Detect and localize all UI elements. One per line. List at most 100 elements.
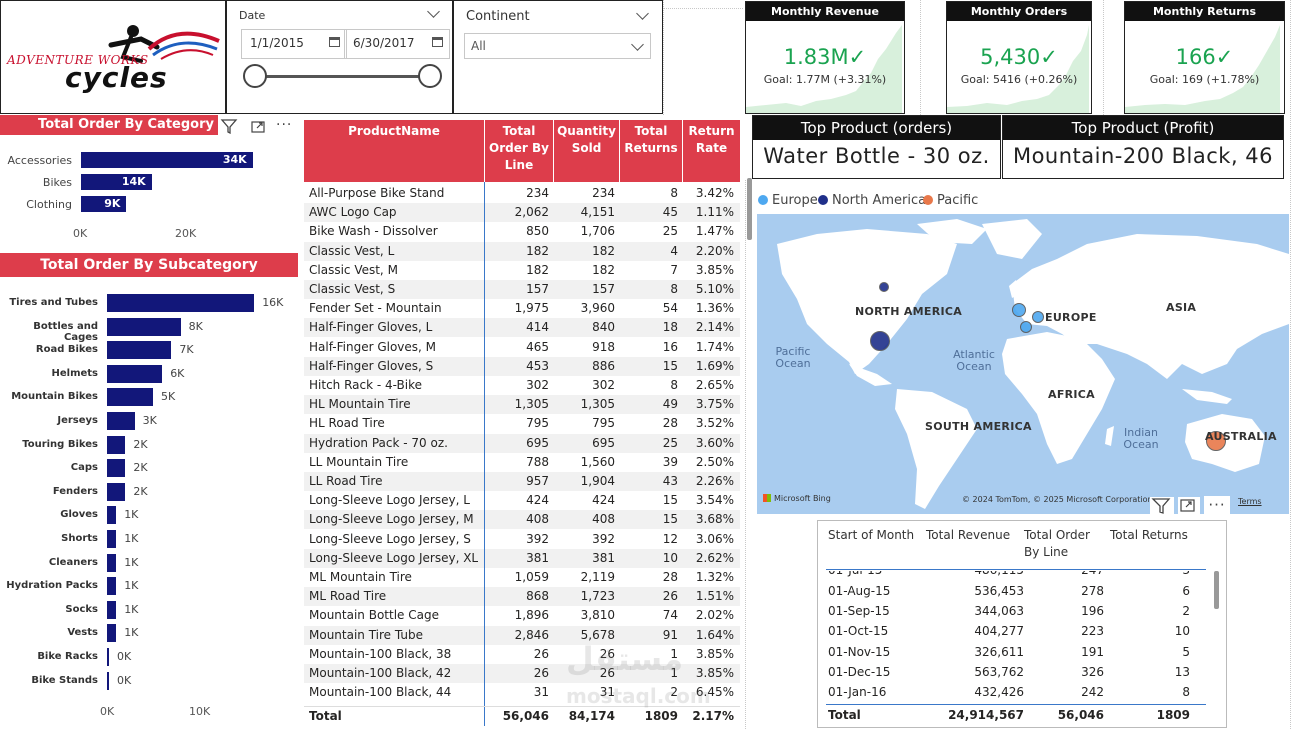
map-terms-link[interactable]: Terms (1238, 497, 1262, 506)
table-row[interactable]: Half-Finger Gloves, L 414 840 18 2.14% (304, 318, 740, 338)
table-scrollbar[interactable] (1214, 571, 1219, 609)
table-row[interactable]: Classic Vest, S 157 157 8 5.10% (304, 280, 740, 299)
more-options-icon[interactable]: ··· (1204, 496, 1230, 516)
cyclist-logo-icon (108, 25, 220, 63)
range-slider-end-handle[interactable] (418, 64, 442, 88)
table-row[interactable]: Classic Vest, L 182 182 4 2.20% (304, 241, 740, 261)
table-row[interactable]: Fender Set - Mountain 1,975 3,960 54 1.36% (304, 299, 740, 318)
table-row[interactable]: 01-Sep-15 344,063 196 2 (826, 601, 1216, 621)
map-bubble-europe[interactable] (1020, 321, 1032, 333)
table-row[interactable]: 01-Nov-15 326,611 191 5 (826, 642, 1216, 662)
column-header-total-returns[interactable]: Total Returns (620, 120, 682, 182)
column-header-total-revenue[interactable]: Total Revenue (926, 528, 1011, 542)
table-row[interactable]: Half-Finger Gloves, S 453 886 15 1.69% (304, 356, 740, 376)
map-legend-item-pacific[interactable]: Pacific (923, 193, 978, 208)
table-row[interactable]: ML Mountain Tire 1,059 2,119 28 1.32% (304, 568, 740, 587)
table-row[interactable]: 01-Aug-15 536,453 278 6 (826, 581, 1216, 601)
table-row[interactable]: 01-Oct-15 404,277 223 10 (826, 621, 1216, 641)
range-slider-start-handle[interactable] (243, 64, 267, 88)
table-row[interactable]: HL Mountain Tire 1,305 1,305 49 3.75% (304, 395, 740, 415)
start-date-input[interactable]: 1/1/2015 (241, 29, 347, 59)
subcategory-bar[interactable] (107, 648, 109, 666)
table-row[interactable]: Long-Sleeve Logo Jersey, L 424 424 15 3.54% (304, 491, 740, 510)
cell-quantity-sold: 26 (599, 646, 615, 661)
category-bar[interactable] (81, 152, 253, 168)
category-bar[interactable] (81, 196, 127, 212)
chevron-down-icon[interactable] (636, 7, 649, 20)
column-header-total-order-by-line[interactable]: Total Order By Line (485, 120, 553, 182)
cell-product-name: Classic Vest, L (309, 243, 395, 258)
map-legend-item-europe[interactable]: Europe (758, 193, 818, 208)
table-row[interactable]: Bike Wash - Dissolver 850 1,706 25 1.47% (304, 222, 740, 241)
subcategory-bar[interactable] (107, 553, 117, 572)
subcategory-bar[interactable] (107, 388, 153, 407)
range-slider-track[interactable] (255, 75, 431, 78)
table-row[interactable]: AWC Logo Cap 2,062 4,151 45 1.11% (304, 203, 740, 223)
subcategory-bar[interactable] (107, 482, 126, 501)
table-row[interactable]: Mountain-100 Black, 44 31 31 2 6.45% (304, 683, 740, 702)
table-row[interactable]: LL Mountain Tire 788 1,560 39 2.50% (304, 453, 740, 472)
subcategory-bar[interactable] (107, 577, 117, 596)
table-row[interactable]: Long-Sleeve Logo Jersey, XL 381 381 10 2.62% (304, 548, 740, 568)
subcategory-bar[interactable] (107, 530, 117, 548)
table-row[interactable]: Mountain-100 Black, 38 26 26 1 3.85% (304, 645, 740, 664)
category-bar[interactable] (81, 174, 152, 190)
table-row[interactable]: Mountain Bottle Cage 1,896 3,810 74 2.02% (304, 606, 740, 625)
focus-mode-icon[interactable] (1178, 497, 1200, 517)
table-row[interactable]: 01-Dec-15 563,762 326 13 (826, 662, 1216, 682)
column-header-start-of-month[interactable]: Start of Month (828, 528, 915, 542)
cell-quantity-sold: 408 (592, 512, 615, 527)
table-scrollbar[interactable] (747, 178, 752, 240)
subcategory-bar[interactable] (107, 435, 126, 454)
map-legend-item-north-america[interactable]: North America (818, 193, 926, 208)
table-row[interactable]: Hitch Rack - 4-Bike 302 302 8 2.65% (304, 376, 740, 395)
map-bubble-north-america[interactable] (879, 282, 889, 292)
subcategory-bar[interactable] (107, 364, 163, 383)
map-label-atlantic-ocean: Atlantic Ocean (953, 348, 995, 373)
subcategory-bar[interactable] (107, 294, 255, 312)
continent-dropdown[interactable]: All (464, 33, 651, 59)
table-row[interactable]: All-Purpose Bike Stand 234 234 8 3.42% (304, 184, 740, 203)
map-bubble-europe[interactable] (1032, 311, 1044, 323)
table-row[interactable]: Classic Vest, M 182 182 7 3.85% (304, 261, 740, 280)
subcategory-bar[interactable] (107, 624, 117, 643)
map-bubble-europe[interactable] (1012, 303, 1026, 317)
table-row[interactable]: Mountain Tire Tube 2,846 5,678 91 1.64% (304, 625, 740, 645)
cell-quantity-sold: 2,119 (580, 570, 615, 584)
subcategory-bar[interactable] (107, 317, 181, 336)
table-row[interactable]: Hydration Pack - 70 oz. 695 695 25 3.60% (304, 433, 740, 453)
subcategory-bar[interactable] (107, 506, 117, 525)
table-row[interactable]: Long-Sleeve Logo Jersey, M 408 408 15 3.68% (304, 510, 740, 530)
subcategory-bar[interactable] (107, 600, 117, 619)
subcategory-bar[interactable] (107, 671, 109, 690)
map-bubble-north-america[interactable] (870, 331, 890, 351)
calendar-icon[interactable] (432, 37, 443, 47)
column-header-total-order-by-line[interactable]: Total Order By Line (1024, 528, 1090, 559)
end-date-input[interactable]: 6/30/2017 (344, 29, 450, 59)
sales-map[interactable]: NORTH AMERICA EUROPE ASIA AFRICA SOUTH A… (757, 214, 1289, 514)
table-row[interactable]: LL Road Tire 957 1,904 43 2.26% (304, 472, 740, 491)
table-row[interactable]: Half-Finger Gloves, M 465 918 16 1.74% (304, 338, 740, 357)
table-row[interactable]: ML Road Tire 868 1,723 26 1.51% (304, 587, 740, 607)
subcategory-bar[interactable] (107, 341, 172, 360)
cell-total-returns: 7 (670, 262, 678, 277)
table-row[interactable]: Long-Sleeve Logo Jersey, S 392 392 12 3.06% (304, 530, 740, 549)
focus-mode-icon[interactable] (250, 119, 268, 135)
table-row[interactable]: Mountain-100 Black, 42 26 26 1 3.85% (304, 664, 740, 683)
chevron-down-icon[interactable] (427, 5, 440, 18)
column-header-return-rate[interactable]: Return Rate (683, 120, 740, 182)
x-axis-tick: 0K (100, 705, 115, 718)
column-header-quantity-sold[interactable]: Quantity Sold (554, 120, 619, 182)
column-header-total-returns[interactable]: Total Returns (1110, 528, 1188, 542)
calendar-icon[interactable] (329, 37, 340, 47)
column-header-product-name[interactable]: ProductName (304, 120, 484, 182)
filter-icon[interactable] (220, 118, 240, 136)
filter-icon[interactable] (1150, 497, 1174, 517)
subcategory-bar[interactable] (107, 412, 135, 430)
table-row[interactable]: HL Road Tire 795 795 28 3.52% (304, 414, 740, 433)
subcategory-bar[interactable] (107, 459, 126, 478)
map-bubble-pacific[interactable] (1206, 431, 1226, 451)
more-options-icon[interactable]: ··· (276, 117, 293, 133)
cell-return-rate: 1.64% (695, 627, 734, 642)
table-row[interactable]: 01-Jan-16 432,426 242 8 (826, 682, 1216, 702)
